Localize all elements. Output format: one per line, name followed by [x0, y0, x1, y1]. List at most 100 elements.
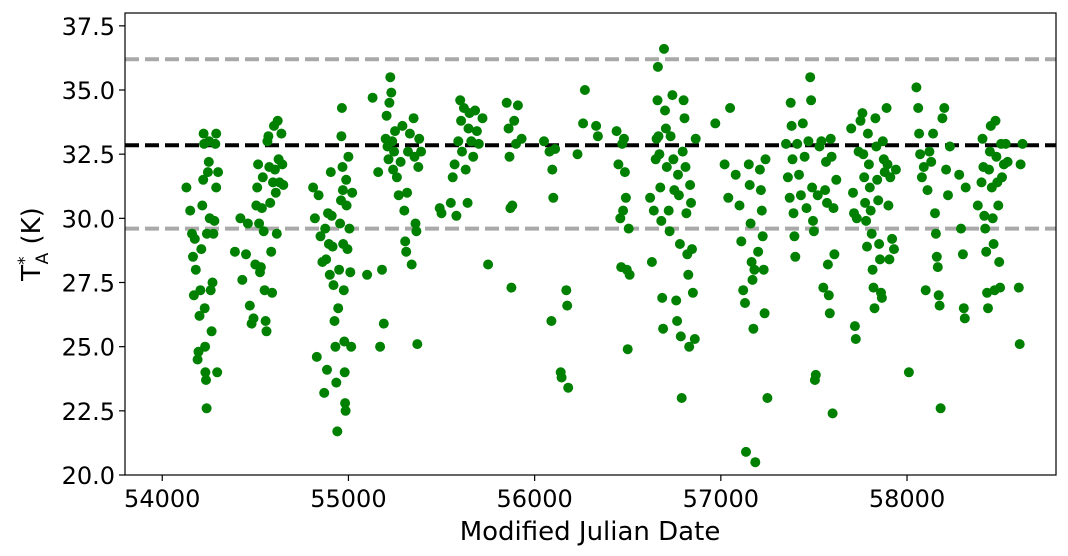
data-point: [470, 105, 481, 116]
data-point: [1015, 159, 1026, 170]
data-point: [194, 310, 205, 321]
data-point: [849, 321, 860, 332]
data-point: [388, 164, 399, 175]
data-point: [385, 72, 396, 83]
data-point: [689, 334, 700, 344]
data-point: [339, 367, 350, 378]
data-point: [198, 128, 209, 139]
data-point: [828, 203, 839, 214]
y-axis-label-sub: A: [33, 252, 53, 264]
data-point: [506, 282, 517, 293]
data-point: [563, 382, 574, 393]
data-point: [690, 133, 701, 144]
data-point: [981, 246, 992, 257]
data-point: [818, 282, 829, 293]
data-point: [887, 233, 898, 244]
data-point: [252, 182, 263, 193]
data-point: [867, 264, 878, 275]
x-tick-label: 55000: [310, 485, 386, 513]
data-point: [457, 146, 467, 157]
data-point: [516, 133, 527, 144]
x-tick-label: 56000: [496, 485, 572, 513]
data-point: [983, 303, 993, 314]
data-point: [864, 182, 875, 193]
data-point: [930, 228, 941, 239]
data-point: [960, 182, 971, 193]
data-point: [746, 257, 757, 267]
data-point: [824, 308, 835, 319]
data-point: [341, 200, 352, 211]
data-point: [315, 231, 326, 242]
data-point: [197, 200, 208, 211]
data-point: [984, 164, 994, 175]
data-point: [652, 95, 663, 106]
data-point: [687, 244, 697, 255]
data-point: [736, 236, 747, 247]
data-point: [866, 228, 877, 239]
data-point: [399, 205, 410, 216]
data-point: [503, 123, 514, 134]
data-point: [757, 231, 768, 242]
data-point: [623, 223, 634, 234]
data-point: [319, 387, 330, 398]
data-point: [200, 367, 211, 378]
data-point: [181, 182, 192, 193]
data-point: [956, 223, 966, 234]
data-point: [339, 336, 350, 347]
data-point: [265, 197, 276, 208]
data-point: [808, 215, 818, 226]
data-point: [455, 95, 466, 106]
data-point: [723, 192, 734, 203]
data-point: [546, 316, 557, 326]
data-point: [750, 457, 761, 468]
data-point: [624, 269, 635, 280]
data-point: [812, 190, 823, 201]
data-point: [414, 133, 425, 144]
data-point: [210, 138, 221, 149]
reference-lines: [125, 57, 1056, 231]
data-point: [313, 190, 324, 201]
data-point: [782, 172, 793, 183]
data-point: [995, 282, 1006, 293]
data-point: [386, 87, 397, 98]
data-point: [1017, 138, 1028, 149]
data-point: [663, 205, 674, 216]
data-point: [447, 172, 458, 183]
data-point: [734, 200, 745, 211]
data-point: [413, 162, 424, 172]
data-point: [199, 303, 210, 314]
data-point: [311, 351, 322, 362]
data-point: [868, 282, 879, 293]
data-point: [810, 369, 821, 380]
y-axis-label-unit: (K): [17, 207, 47, 253]
data-point: [613, 159, 624, 170]
data-point: [208, 228, 219, 239]
data-point: [203, 156, 214, 167]
data-point: [686, 197, 696, 208]
data-point: [656, 215, 667, 226]
data-point: [367, 92, 378, 103]
data-point: [959, 313, 970, 324]
data-point: [982, 287, 993, 298]
y-axis-label: T*A (K): [15, 207, 53, 282]
data-point: [863, 159, 874, 170]
data-point: [211, 182, 222, 193]
data-point: [862, 241, 872, 252]
data-point: [591, 120, 602, 131]
data-point: [994, 257, 1005, 267]
data-point: [681, 208, 692, 219]
data-point: [972, 200, 983, 211]
data-point: [807, 182, 818, 193]
data-point: [412, 339, 423, 350]
data-point: [657, 292, 668, 303]
data-point: [244, 300, 255, 311]
data-point: [937, 113, 948, 124]
data-point: [556, 372, 567, 383]
data-point: [658, 323, 669, 334]
data-point: [870, 113, 881, 124]
data-point: [885, 172, 896, 183]
data-point: [347, 187, 358, 198]
data-point: [684, 341, 695, 352]
data-point: [678, 95, 689, 106]
data-point: [957, 249, 968, 260]
